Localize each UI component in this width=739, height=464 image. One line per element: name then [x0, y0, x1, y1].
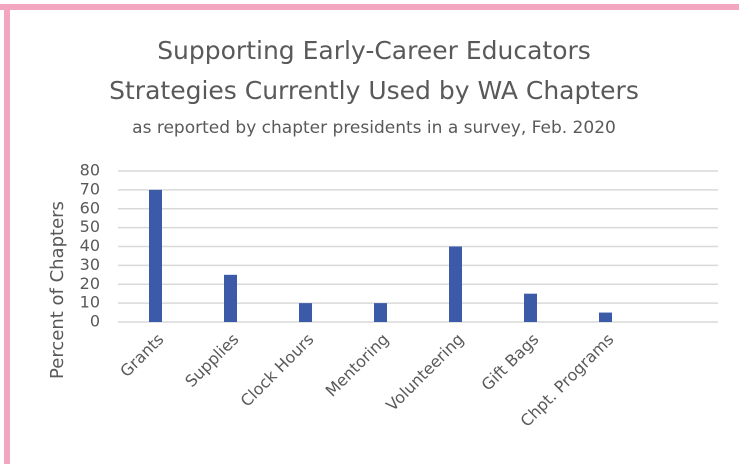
- y-tick-label: 50: [80, 217, 100, 236]
- y-tick-label: 0: [90, 312, 100, 331]
- x-tick-label: Gift Bags: [478, 330, 543, 395]
- bar: [224, 274, 237, 322]
- y-tick-label: 70: [80, 179, 100, 198]
- bar: [599, 312, 612, 322]
- chart-title: Supporting Early-Career Educators: [157, 36, 591, 65]
- y-tick-label: 60: [80, 198, 100, 217]
- y-tick-label: 20: [80, 274, 100, 293]
- y-axis-label: Percent of Chapters: [47, 201, 68, 379]
- x-tick-label: Volunteering: [382, 330, 467, 415]
- chart-note: as reported by chapter presidents in a s…: [132, 118, 616, 138]
- bar: [149, 189, 162, 322]
- bar: [524, 293, 537, 322]
- bar: [374, 303, 387, 322]
- y-tick-label: 80: [80, 161, 100, 180]
- chart-subtitle: Strategies Currently Used by WA Chapters: [109, 76, 639, 105]
- bar: [299, 303, 312, 322]
- bar: [449, 246, 462, 322]
- frame-left: [4, 4, 10, 464]
- x-tick-label: Mentoring: [322, 330, 393, 401]
- frame-top: [0, 4, 739, 10]
- y-tick-label: 40: [80, 236, 100, 255]
- x-tick-label: Clock Hours: [237, 330, 318, 411]
- x-tick-label: Grants: [116, 330, 167, 381]
- y-tick-label: 10: [80, 293, 100, 312]
- x-tick-label: Supplies: [181, 330, 242, 391]
- y-tick-label: 30: [80, 255, 100, 274]
